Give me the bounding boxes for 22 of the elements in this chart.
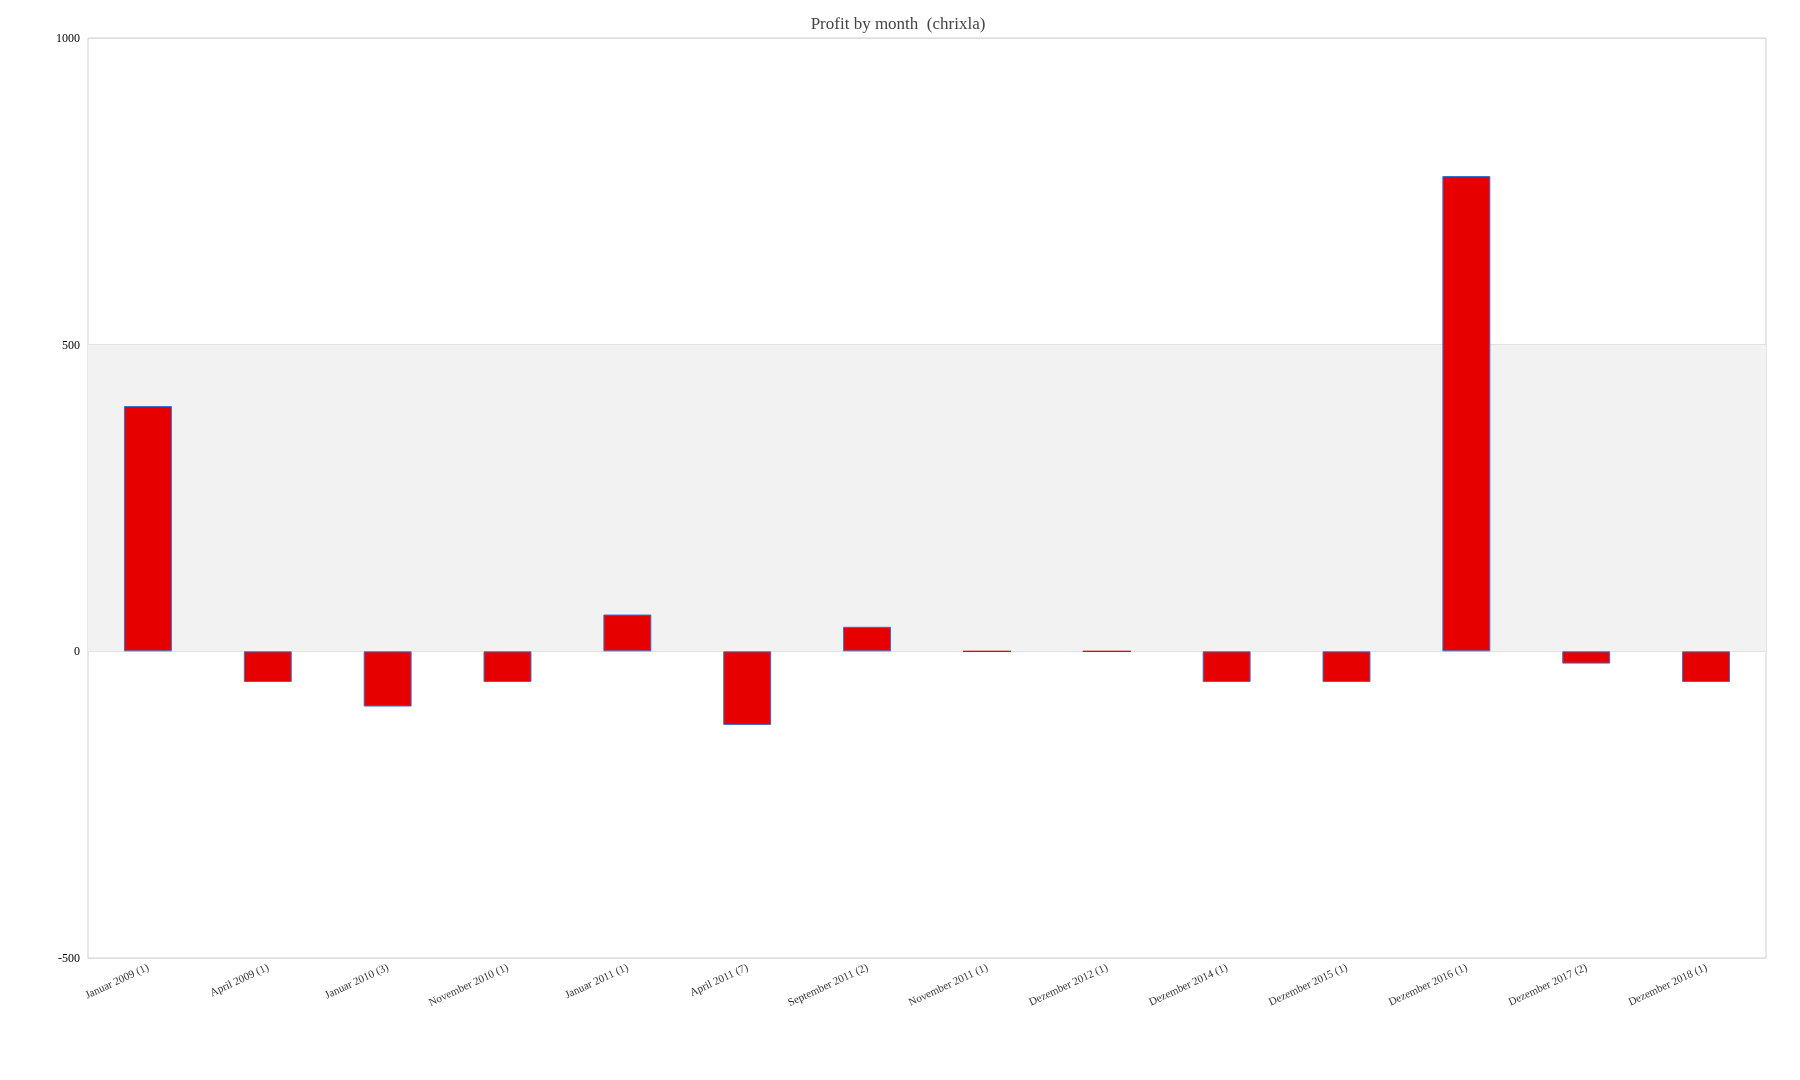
y-tick-label: 500 [62,337,80,352]
chart-title: Profit by month (chrixla) [810,14,986,33]
bar [1682,651,1731,682]
y-tick-label: 0 [74,644,80,659]
bar [1322,651,1371,682]
bar [843,626,892,652]
y-tick-label: 1000 [56,31,80,45]
x-tick-label: April 2009 (1) [207,960,272,1000]
x-tick-label: April 2011 (7) [687,960,751,1000]
x-tick-label: Januar 2011 (1) [562,960,631,1002]
bar [1562,651,1611,664]
bar [723,651,772,725]
bar [1202,651,1251,682]
bar [603,614,652,652]
bar [483,651,532,682]
bar [363,651,412,707]
bar [1442,176,1491,652]
x-tick-label: Januar 2010 (3) [322,960,391,1002]
bar [123,406,172,652]
y-tick-label: -500 [58,951,80,965]
bar [243,651,292,682]
x-tick-label: Januar 2009 (1) [82,960,152,1002]
